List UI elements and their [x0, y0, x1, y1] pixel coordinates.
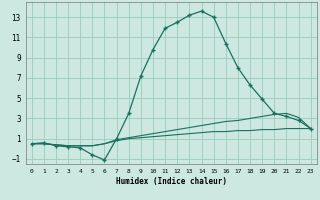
- X-axis label: Humidex (Indice chaleur): Humidex (Indice chaleur): [116, 177, 227, 186]
